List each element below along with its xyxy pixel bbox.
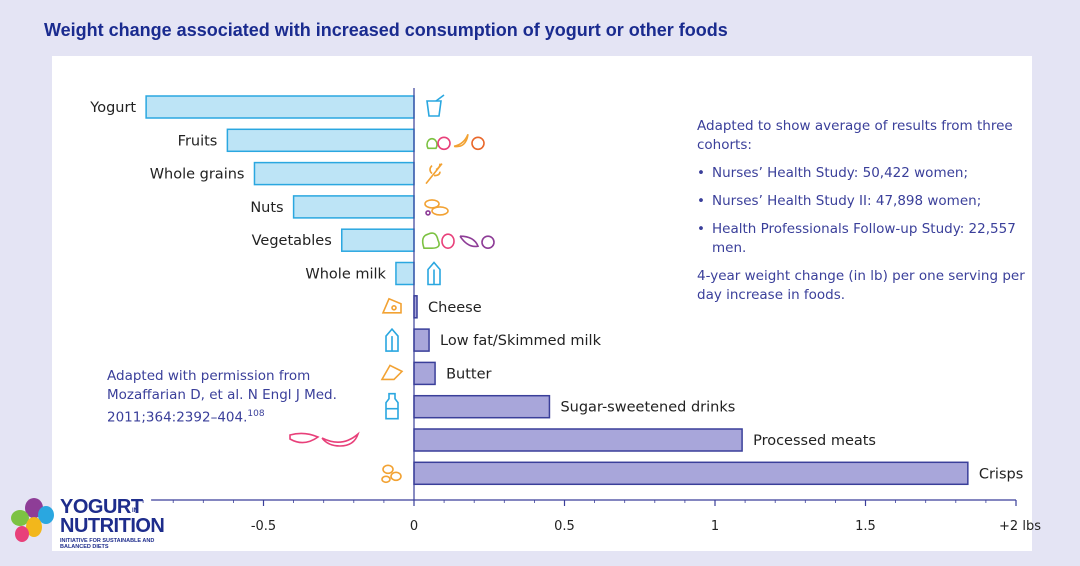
- bar: [341, 228, 415, 252]
- source-text: Adapted with permission from Mozaffarian…: [107, 368, 337, 426]
- category-label: Processed meats: [753, 433, 876, 449]
- x-tick-label: 0.5: [554, 519, 575, 534]
- milk-carton-icon: [385, 327, 399, 352]
- logo: YOGURT IN NUTRITION INITIATIVE FOR SUSTA…: [8, 494, 165, 556]
- page-title: Weight change associated with increased …: [44, 20, 728, 40]
- cohort-item: Nurses’ Health Study: 50,422 women;: [697, 164, 1027, 183]
- bar: [145, 95, 415, 119]
- bar: [292, 195, 415, 219]
- logo-line2: NUTRITION: [60, 515, 165, 537]
- cheese-icon: [381, 297, 402, 314]
- x-tick-label: +2 lbs: [999, 519, 1041, 534]
- fruits-icon: [426, 133, 485, 151]
- vegetables-icon: [421, 232, 495, 249]
- category-label: Yogurt: [89, 100, 136, 116]
- bar: [413, 328, 430, 352]
- footnote: 4-year weight change (in lb) per one ser…: [697, 268, 1025, 303]
- cohorts-list: Nurses’ Health Study: 50,422 women; Nurs…: [697, 164, 1027, 258]
- bar: [413, 461, 969, 486]
- meat-icon: [289, 431, 360, 447]
- cohort-item: Nurses’ Health Study II: 47,898 women;: [697, 192, 1027, 211]
- wheat-icon: [425, 163, 443, 185]
- category-label: Butter: [446, 366, 491, 382]
- crisps-icon: [381, 464, 402, 484]
- yogurt-cup-icon: [426, 94, 445, 117]
- bar: [413, 428, 743, 452]
- butter-icon: [380, 364, 404, 381]
- category-label: Fruits: [178, 133, 218, 149]
- category-label: Cheese: [428, 300, 482, 316]
- x-tick-label: -0.5: [251, 519, 276, 534]
- x-tick-label: 0: [410, 519, 418, 534]
- logo-line1: YOGURT: [60, 496, 143, 518]
- milk-carton-icon: [427, 261, 441, 286]
- source-note: Adapted with permission from Mozaffarian…: [107, 367, 357, 428]
- category-label: Sugar-sweetened drinks: [560, 400, 735, 416]
- category-label: Whole grains: [150, 167, 245, 183]
- bar: [395, 261, 415, 286]
- x-tick-label: 1: [711, 519, 719, 534]
- bar: [413, 394, 551, 419]
- cohorts-note: Adapted to show average of results from …: [697, 117, 1027, 305]
- bar: [413, 361, 436, 386]
- category-label: Low fat/Skimmed milk: [440, 333, 602, 349]
- category-label: Crisps: [979, 466, 1023, 482]
- nuts-icon: [424, 199, 449, 216]
- category-label: Vegetables: [252, 233, 332, 249]
- bar: [253, 161, 415, 186]
- category-label: Nuts: [250, 200, 283, 216]
- x-tick-label: 1.5: [855, 519, 876, 534]
- category-label: Whole milk: [305, 267, 386, 283]
- cohorts-intro: Adapted to show average of results from …: [697, 118, 1013, 153]
- logo-icon: [11, 498, 54, 542]
- cohort-item: Health Professionals Follow-up Study: 22…: [697, 220, 1027, 258]
- logo-in: IN: [132, 508, 138, 514]
- bar: [226, 128, 415, 153]
- bottle-icon: [385, 392, 399, 420]
- logo-tagline: INITIATIVE FOR SUSTAINABLE AND BALANCED …: [60, 538, 155, 550]
- source-ref: 108: [247, 409, 265, 419]
